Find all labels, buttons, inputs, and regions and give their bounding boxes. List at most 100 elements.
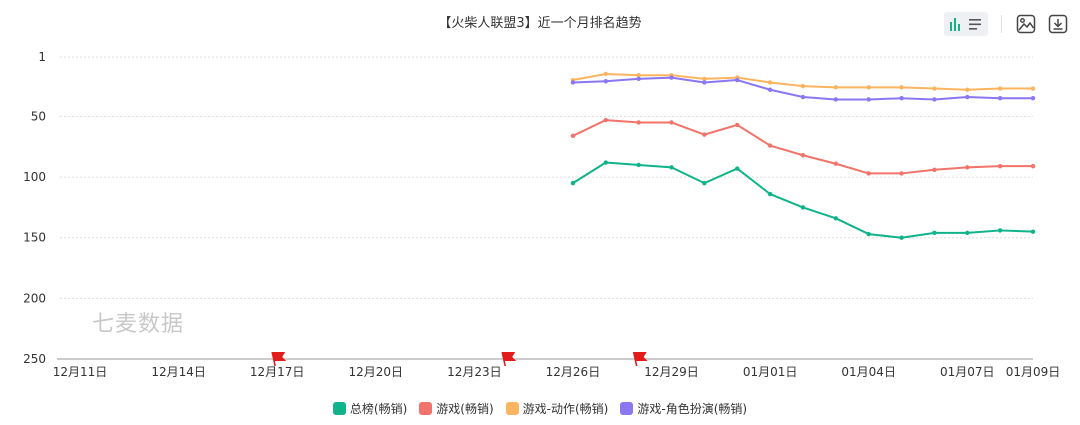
legend-swatch [332,402,346,415]
series-point-0 [767,191,773,197]
legend-label: 总榜(畅销) [349,402,408,416]
y-tick-label: 250 [23,352,46,366]
x-tick-label: 01月01日 [743,365,798,379]
series-point-0 [833,216,839,221]
series-point-2 [702,76,707,82]
series-point-1 [636,120,641,125]
x-tick-label: 12月20日 [348,365,403,379]
series-point-2 [636,72,641,78]
chart-legend: 总榜(畅销) 游戏(畅销) 游戏-动作(畅销) 游戏-角色扮演(畅销) [0,400,1080,417]
series-point-2 [767,80,773,85]
series-point-2 [800,83,806,89]
series-point-0 [866,231,871,237]
legend-swatch [505,402,519,415]
series-point-3 [833,97,839,102]
series-point-2 [866,85,871,90]
series-point-2 [997,86,1003,91]
download-icon [1048,14,1068,34]
series-point-0 [899,235,904,240]
x-tick-label: 12月29日 [644,365,699,379]
series-point-2 [1030,86,1036,91]
y-tick-label: 200 [23,291,46,305]
toolbar-divider [1001,15,1002,33]
x-tick-label: 12月26日 [546,365,601,379]
series-point-2 [965,87,970,92]
series-line-0 [572,161,1034,239]
series-point-3 [932,97,937,102]
series-point-2 [603,71,608,77]
bar-line-switch-icon [950,18,981,31]
x-tick-label: 01月04日 [841,365,896,379]
series-point-3 [866,97,871,102]
series-point-1 [767,143,773,148]
series-point-1 [866,171,871,176]
series-point-0 [636,162,641,168]
series-point-0 [603,160,608,165]
legend-swatch [620,402,634,415]
legend-item-2[interactable]: 游戏-动作(畅销) [505,400,609,417]
legend-item-1[interactable]: 游戏(畅销) [419,400,494,417]
series-point-0 [997,228,1003,233]
legend-label: 游戏(畅销) [436,402,494,416]
series-point-3 [965,94,970,100]
series-point-1 [899,171,904,176]
series-point-3 [899,96,904,101]
series-point-3 [702,80,707,85]
series-point-0 [965,230,970,236]
series-point-2 [932,86,937,91]
series-point-1 [932,167,937,172]
series-point-3 [570,80,576,85]
series-point-3 [636,76,641,82]
series-point-3 [1030,96,1036,101]
legend-label: 游戏-角色扮演(畅销) [637,402,748,416]
series-point-1 [669,120,674,125]
series-point-1 [965,165,970,170]
series-point-1 [800,153,806,158]
watermark: 七麦数据 [92,312,185,337]
series-point-0 [702,180,707,186]
y-tick-label: 1 [38,50,46,64]
x-tick-label: 12月17日 [250,365,305,379]
series-point-0 [570,180,576,186]
series-point-1 [603,117,608,123]
series-point-1 [570,133,576,139]
chart-toolbar [944,11,1070,37]
x-tick-label: 12月23日 [447,365,502,379]
y-tick-label: 150 [23,231,46,245]
image-icon [1016,14,1036,34]
event-flag-icon [501,351,517,367]
chart-type-switch-button[interactable] [944,12,988,36]
x-tick-label: 12月14日 [151,365,206,379]
series-point-3 [767,87,773,92]
save-image-button[interactable] [1014,12,1038,36]
legend-swatch [419,402,433,415]
series-point-3 [603,79,608,84]
x-tick-label: 01月09日 [1006,365,1061,379]
series-point-1 [997,163,1003,169]
series-point-1 [833,161,839,166]
series-point-1 [702,132,707,137]
series-point-3 [735,77,740,83]
series-point-0 [932,230,937,236]
y-tick-label: 50 [31,109,46,123]
x-tick-label: 01月07日 [940,365,995,379]
series-point-3 [997,96,1003,101]
series-point-3 [669,75,674,80]
y-tick-label: 100 [23,170,46,184]
series-point-0 [669,165,674,170]
series-point-0 [735,166,740,171]
x-tick-label: 12月11日 [53,365,108,379]
legend-item-0[interactable]: 总榜(畅销) [332,400,408,417]
series-point-1 [1030,163,1036,169]
series-point-2 [833,85,839,90]
download-button[interactable] [1046,12,1070,36]
event-flag-icon [271,351,287,367]
legend-item-3[interactable]: 游戏-角色扮演(畅销) [620,400,747,417]
series-point-1 [735,122,740,128]
legend-label: 游戏-动作(畅销) [522,402,609,416]
series-point-3 [800,94,806,100]
series-point-2 [899,85,904,90]
event-flag-icon [632,351,648,367]
